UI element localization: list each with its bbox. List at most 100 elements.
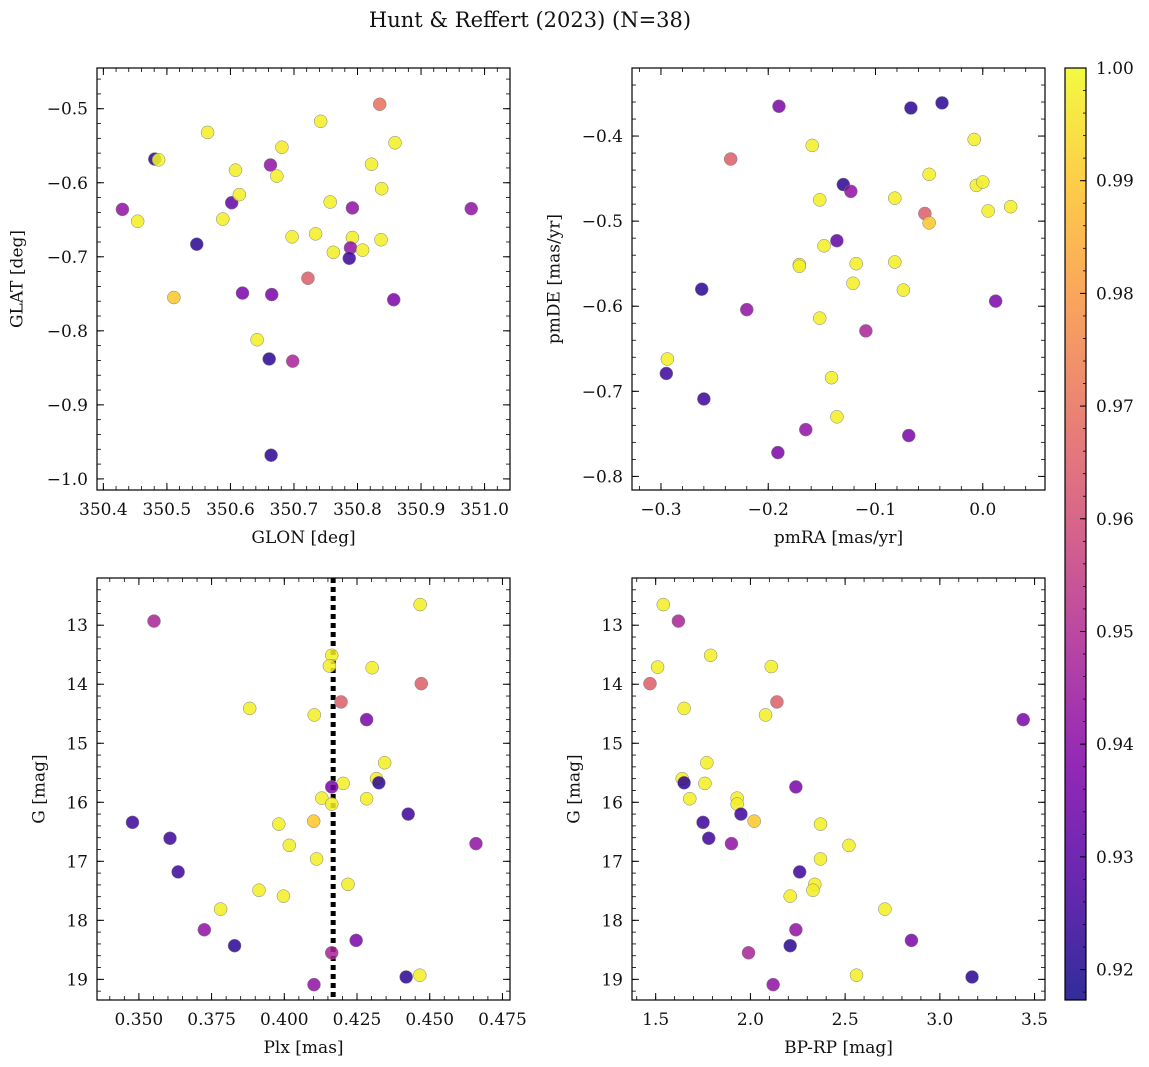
x-tick-label: −0.1 [855,500,896,520]
scatter-point [981,204,995,218]
scatter-point [817,239,831,253]
x-tick-label: 350.9 [397,500,446,520]
scatter-point [250,332,264,347]
scatter-point [374,233,388,247]
y-tick-label: 17 [601,852,623,872]
scatter-point [677,701,691,716]
scatter-point [309,852,324,866]
scatter-point [235,286,250,300]
scatter-point [805,138,819,153]
scatter-point [263,158,278,172]
scatter-point [336,776,350,791]
scatter-point [388,136,402,150]
scatter-point [660,352,675,366]
scatter-point [812,193,827,207]
scatter-point [764,659,778,674]
scatter-point [723,152,738,166]
scatter-point [151,153,166,167]
y-tick-label: 13 [601,616,623,636]
y-tick-label: 14 [66,675,88,695]
scatter-point [783,889,797,903]
scatter-point [698,776,712,791]
x-tick-label: 350.6 [206,500,255,520]
scatter-point [922,167,936,182]
scatter-point [282,838,296,853]
scatter-point [413,968,427,982]
x-tick-label: 350.7 [270,500,319,520]
scatter-point [799,422,813,437]
y-tick-label: −0.9 [47,396,88,416]
y-tick-label: −0.7 [582,382,623,402]
scatter-point [130,214,145,229]
y-tick-label: −0.8 [47,322,88,342]
scatter-point [464,201,478,216]
figure-title: Hunt & Reffert (2023) (N=38) [369,8,691,32]
x-axis-label: Plx [mas] [263,1038,343,1058]
colorbar-tick-label: 1.00 [1096,59,1134,79]
scatter-point [878,902,892,916]
scatter-point [171,865,185,879]
scatter-point [792,259,807,273]
y-tick-label: 17 [66,852,88,872]
scatter-point [469,836,483,851]
colorbar-frame [1064,67,1087,1001]
y-axis-label: G [mag] [30,754,50,823]
scatter-point [264,287,279,302]
scatter-point [342,251,356,266]
scatter-point [213,902,228,916]
scatter-point [888,191,902,205]
x-axis-label: BP-RP [mag] [784,1038,893,1058]
scatter-point [701,831,716,846]
colorbar-tick-label: 0.96 [1096,510,1134,530]
x-tick-label: 3.0 [926,1010,953,1030]
scatter-point [345,201,360,215]
scatter-point [830,233,844,248]
axes-frame [96,67,511,491]
scatter-point [285,230,299,244]
scatter-point [783,938,797,953]
scatter-point [643,676,657,691]
scatter-point [792,865,807,879]
scatter-point [372,776,386,790]
scatter-point [671,614,686,628]
y-tick-label: −0.8 [582,467,623,487]
scatter-point [276,889,291,903]
x-tick-label: 0.0 [969,500,996,520]
scatter-point [315,791,329,805]
scatter-point [844,184,858,199]
panel-plx-g: 0.350 0.375 0.400 0.425 0.450 0.475 13 14 15 16 17… [30,577,527,1058]
scatter-point [324,797,339,811]
scatter-point [190,237,204,251]
y-axis-label: pmDE [mas/yr] [545,214,565,344]
x-axis-label: GLON [deg] [251,528,355,548]
scatter-point [364,157,379,171]
colorbar: 0.92 0.93 0.94 0.95 0.96 0.97 0.98 0.99 1.00 [1064,59,1134,1001]
y-axis-label: GLAT [deg] [8,230,28,328]
scatter-point [115,202,130,217]
x-tick-label: 0.475 [478,1010,527,1030]
scatter-point [324,780,339,794]
y-axis-label: G [mag] [565,754,585,823]
scatter-point [842,838,856,853]
y-tick-label: −1.0 [47,470,88,490]
x-tick-label: 1.5 [642,1010,669,1030]
scatter-point [806,883,820,897]
scatter-point [830,410,844,424]
scatter-point [275,140,289,154]
y-tick-label: −0.6 [47,174,88,194]
scatter-point [377,755,392,770]
scatter-point [904,933,919,948]
scatter-point [724,836,739,851]
colorbar-tick-label: 0.93 [1096,848,1134,868]
colorbar-ticks: 0.92 0.93 0.94 0.95 0.96 0.97 0.98 0.99 1.00 [1080,59,1134,993]
scatter-point [386,292,401,307]
scatter-point [824,370,839,385]
y-tick-label: 19 [66,970,88,990]
scatter-point [372,97,387,112]
y-tick-label: 19 [601,970,623,990]
colorbar-tick-label: 0.98 [1096,284,1134,304]
scatter-point [700,755,714,770]
y-tick-label: 16 [66,793,88,813]
scatter-point [399,970,413,984]
scatter-point [359,712,374,727]
